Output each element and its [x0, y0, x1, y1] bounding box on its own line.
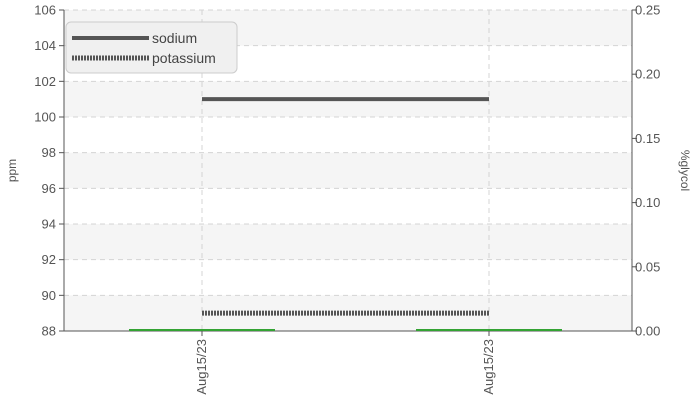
y-axis-title-left: ppm: [5, 159, 19, 182]
y-tick-label-left: 100: [34, 110, 56, 125]
y-tick-label-right: 0.00: [635, 324, 660, 339]
grid-band: [64, 152, 632, 189]
y-tick-label-left: 104: [34, 38, 56, 53]
y-tick-label-right: 0.10: [635, 195, 660, 210]
y-tick-label-left: 94: [42, 217, 56, 232]
legend-label-potassium: potassium: [152, 50, 216, 66]
y-tick-label-left: 92: [42, 252, 56, 267]
legend-label-sodium: sodium: [152, 30, 197, 46]
y-axis-title-right: %glycol: [678, 150, 692, 191]
y-tick-label-right: 0.05: [635, 259, 660, 274]
y-tick-label-left: 102: [34, 74, 56, 89]
y-tick-label-left: 88: [42, 324, 56, 339]
y-tick-label-left: 90: [42, 288, 56, 303]
grid-band: [64, 224, 632, 260]
y-tick-label-left: 106: [34, 3, 56, 18]
y-tick-label-right: 0.15: [635, 131, 660, 146]
y-tick-label-left: 96: [42, 181, 56, 196]
y-tick-label-right: 0.25: [635, 3, 660, 18]
x-tick-label: Aug15/23: [194, 339, 209, 395]
x-tick-label: Aug15/23: [481, 339, 496, 395]
y-tick-label-left: 98: [42, 145, 56, 160]
y-tick-label-right: 0.20: [635, 67, 660, 82]
